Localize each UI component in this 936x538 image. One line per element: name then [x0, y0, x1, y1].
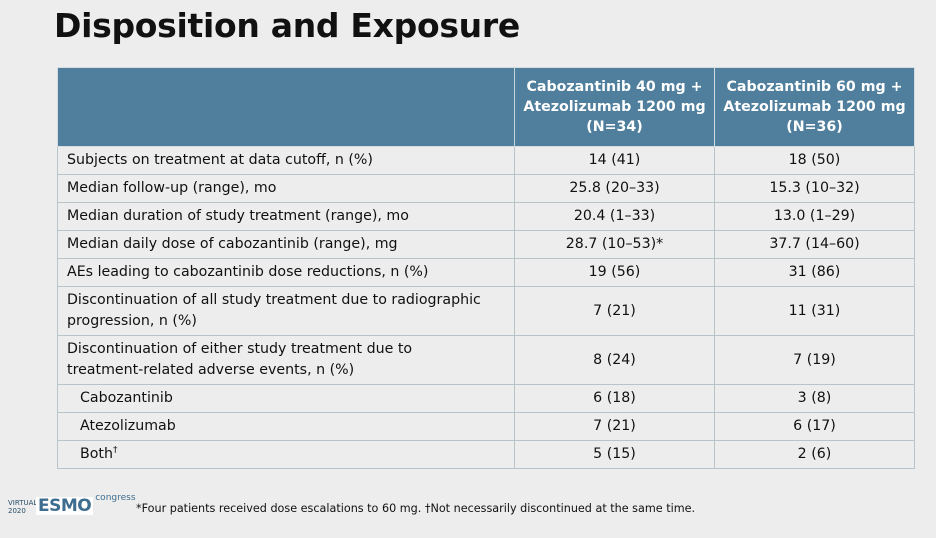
row-label: Discontinuation of all study treatment d…	[57, 286, 515, 336]
table-row: Subjects on treatment at data cutoff, n …	[57, 146, 915, 175]
row-label: Median follow-up (range), mo	[57, 174, 515, 203]
row-label-text: Both	[80, 446, 113, 462]
logo-year-label: 2020	[8, 507, 26, 515]
cell-cabo-40: 7 (21)	[514, 286, 715, 336]
row-label: Median duration of study treatment (rang…	[57, 202, 515, 231]
slide-title: Disposition and Exposure	[54, 6, 520, 45]
logo-virtual-label: VIRTUAL	[8, 499, 38, 507]
table-row: Atezolizumab 7 (21) 6 (17)	[57, 412, 915, 441]
cell-cabo-60: 37.7 (14–60)	[714, 230, 915, 259]
table-row: Discontinuation of all study treatment d…	[57, 286, 915, 336]
header-cabo-60: Cabozantinib 60 mg + Atezolizumab 1200 m…	[714, 67, 915, 147]
row-label: Atezolizumab	[57, 412, 515, 441]
row-label: Cabozantinib	[57, 384, 515, 413]
logo-congress: congress	[95, 493, 136, 503]
row-label-line: treatment-related adverse events, n (%)	[67, 362, 355, 378]
cell-cabo-40: 25.8 (20–33)	[514, 174, 715, 203]
cell-cabo-40: 5 (15)	[514, 440, 715, 469]
cell-cabo-40: 7 (21)	[514, 412, 715, 441]
header-empty-cell	[57, 67, 515, 147]
dagger-mark: †	[112, 445, 118, 456]
header-line: (N=34)	[586, 119, 643, 135]
table-row: Median duration of study treatment (rang…	[57, 202, 915, 231]
row-label: Discontinuation of either study treatmen…	[57, 335, 515, 385]
cell-cabo-40: 28.7 (10–53)*	[514, 230, 715, 259]
row-label: Subjects on treatment at data cutoff, n …	[57, 146, 515, 175]
cell-cabo-60: 11 (31)	[714, 286, 915, 336]
table-row: AEs leading to cabozantinib dose reducti…	[57, 258, 915, 287]
cell-cabo-40: 6 (18)	[514, 384, 715, 413]
header-line: Cabozantinib 40 mg +	[526, 79, 703, 95]
row-label-line: progression, n (%)	[67, 313, 197, 329]
table-row: Median daily dose of cabozantinib (range…	[57, 230, 915, 259]
disposition-table: Cabozantinib 40 mg + Atezolizumab 1200 m…	[57, 67, 915, 469]
table-row: Median follow-up (range), mo 25.8 (20–33…	[57, 174, 915, 203]
cell-cabo-60: 6 (17)	[714, 412, 915, 441]
table-row: Discontinuation of either study treatmen…	[57, 335, 915, 385]
cell-cabo-40: 8 (24)	[514, 335, 715, 385]
row-label: Median daily dose of cabozantinib (range…	[57, 230, 515, 259]
header-line: Atezolizumab 1200 mg	[723, 99, 906, 115]
header-line: Atezolizumab 1200 mg	[523, 99, 706, 115]
footnote: *Four patients received dose escalations…	[136, 502, 696, 515]
header-line: Cabozantinib 60 mg +	[726, 79, 903, 95]
row-label-line: Discontinuation of either study treatmen…	[67, 341, 413, 357]
cell-cabo-60: 3 (8)	[714, 384, 915, 413]
cell-cabo-40: 14 (41)	[514, 146, 715, 175]
header-cabo-40: Cabozantinib 40 mg + Atezolizumab 1200 m…	[514, 67, 715, 147]
cell-cabo-40: 19 (56)	[514, 258, 715, 287]
logo-virtual-text: VIRTUAL 2020	[8, 499, 38, 515]
row-label-line: Discontinuation of all study treatment d…	[67, 292, 481, 308]
cell-cabo-60: 15.3 (10–32)	[714, 174, 915, 203]
row-label: AEs leading to cabozantinib dose reducti…	[57, 258, 515, 287]
table-row: Both† 5 (15) 2 (6)	[57, 440, 915, 469]
table-header-row: Cabozantinib 40 mg + Atezolizumab 1200 m…	[57, 67, 915, 147]
cell-cabo-60: 13.0 (1–29)	[714, 202, 915, 231]
table-row: Cabozantinib 6 (18) 3 (8)	[57, 384, 915, 413]
row-label: Both†	[57, 440, 515, 469]
header-line: (N=36)	[786, 119, 843, 135]
esmo-virtual-2020-logo: VIRTUAL 2020 ESMO congress	[8, 493, 136, 516]
cell-cabo-60: 18 (50)	[714, 146, 915, 175]
cell-cabo-60: 7 (19)	[714, 335, 915, 385]
logo-brand: ESMO	[36, 496, 94, 516]
cell-cabo-40: 20.4 (1–33)	[514, 202, 715, 231]
cell-cabo-60: 31 (86)	[714, 258, 915, 287]
cell-cabo-60: 2 (6)	[714, 440, 915, 469]
